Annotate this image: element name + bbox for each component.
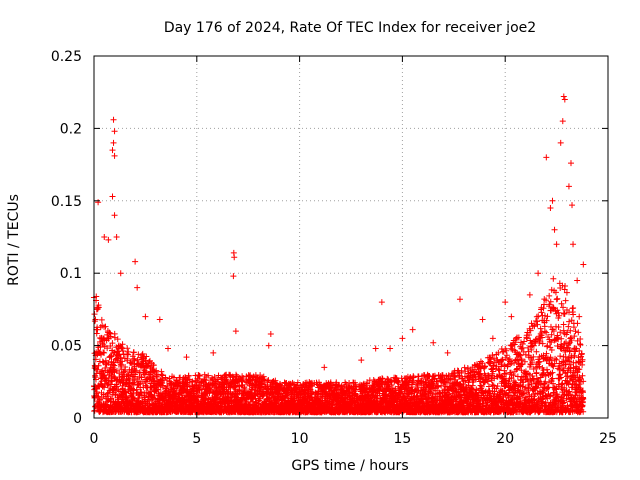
data-point — [119, 358, 126, 365]
data-point — [158, 371, 165, 378]
data-point — [99, 358, 106, 365]
chart-title: Day 176 of 2024, Rate Of TEC Index for r… — [164, 20, 536, 36]
data-point — [95, 304, 102, 311]
data-point — [114, 336, 121, 343]
data-point — [124, 355, 131, 362]
data-point — [159, 382, 166, 389]
data-point — [490, 382, 497, 389]
data-point — [195, 371, 202, 378]
data-point — [127, 359, 134, 366]
data-point — [101, 384, 108, 391]
data-point — [93, 330, 100, 337]
data-point — [95, 362, 102, 369]
data-point — [111, 362, 118, 369]
data-point — [98, 395, 105, 402]
data-point — [99, 368, 106, 375]
data-point — [131, 357, 138, 364]
data-point — [118, 344, 125, 351]
data-point — [130, 349, 137, 356]
data-point — [104, 345, 111, 352]
data-point — [125, 348, 132, 355]
data-point — [150, 362, 157, 369]
data-point — [139, 350, 146, 357]
data-point — [101, 349, 108, 356]
data-point — [477, 382, 484, 389]
data-point — [138, 374, 145, 381]
data-point — [129, 380, 136, 387]
data-point — [107, 333, 114, 340]
data-point — [133, 367, 140, 374]
data-point — [98, 316, 105, 323]
data-point — [143, 353, 150, 360]
data-point — [150, 375, 157, 382]
data-point — [107, 398, 114, 405]
data-point — [142, 357, 149, 364]
data-point — [108, 395, 115, 402]
data-point — [102, 323, 109, 330]
data-point — [105, 359, 112, 366]
data-point — [162, 374, 169, 381]
data-point — [151, 368, 158, 375]
data-point — [91, 311, 98, 318]
data-point — [125, 372, 132, 379]
data-point — [133, 386, 140, 393]
data-point — [113, 383, 120, 390]
data-point — [138, 388, 145, 395]
data-point — [119, 341, 126, 348]
data-point — [94, 366, 101, 373]
data-point — [131, 371, 138, 378]
data-point — [106, 329, 113, 336]
data-point — [107, 364, 114, 371]
data-point — [110, 359, 117, 366]
data-point — [124, 345, 131, 352]
data-point — [111, 334, 118, 341]
data-point — [146, 401, 153, 408]
data-point — [109, 340, 116, 347]
data-point — [108, 353, 115, 360]
data-point — [117, 354, 124, 361]
data-point — [119, 348, 126, 355]
data-point — [92, 316, 99, 323]
data-point — [146, 359, 153, 366]
data-point — [111, 369, 118, 376]
data-point — [94, 326, 101, 333]
data-point — [109, 378, 116, 385]
data-point — [152, 387, 159, 394]
data-points — [90, 93, 587, 416]
data-point — [144, 363, 151, 370]
data-point — [93, 385, 100, 392]
data-point — [101, 380, 108, 387]
